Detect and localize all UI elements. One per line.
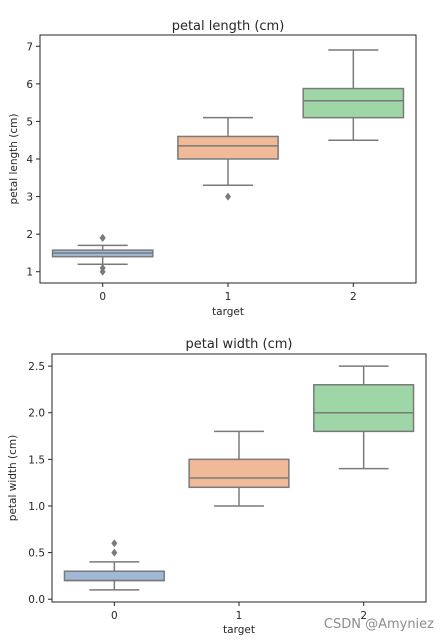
x-tick-label: 0 xyxy=(111,610,118,622)
y-tick-label: 2 xyxy=(26,229,33,241)
y-tick-label: 1.5 xyxy=(28,454,45,466)
box-group-2 xyxy=(302,49,405,141)
x-tick-label: 1 xyxy=(236,610,243,622)
x-axis-label: target xyxy=(212,306,244,318)
x-tick-label: 0 xyxy=(99,291,106,303)
box-group-0 xyxy=(51,233,154,276)
outlier-point xyxy=(99,233,106,242)
y-tick-label: 0.0 xyxy=(28,594,45,606)
y-tick-label: 4 xyxy=(26,154,33,166)
x-axis-label: target xyxy=(223,624,255,636)
y-tick-label: 2.5 xyxy=(28,361,45,373)
outlier-point xyxy=(111,548,118,557)
y-axis-label: petal length (cm) xyxy=(8,114,20,205)
chart-title: petal length (cm) xyxy=(172,19,285,34)
y-tick-label: 1.0 xyxy=(28,501,45,513)
y-axis-label: petal width (cm) xyxy=(7,435,19,521)
box xyxy=(63,570,165,582)
box xyxy=(177,135,279,160)
y-tick-label: 6 xyxy=(26,79,33,91)
outlier-point xyxy=(111,539,118,548)
chart-title: petal width (cm) xyxy=(186,337,293,352)
x-tick-label: 1 xyxy=(225,291,232,303)
y-tick-label: 5 xyxy=(26,116,33,128)
y-tick-label: 0.5 xyxy=(28,548,45,560)
box-group-1 xyxy=(177,116,279,201)
outlier-point xyxy=(99,263,106,272)
box-group-0 xyxy=(63,539,165,591)
box xyxy=(313,384,415,433)
watermark: CSDN @Amyniez xyxy=(324,617,434,632)
x-tick-label: 2 xyxy=(360,610,367,622)
y-tick-label: 1 xyxy=(26,267,33,279)
outlier-point xyxy=(225,192,231,201)
chart-2: 0.0 0.5 1.0 1.5 2.0 2.5 0 1 2 petal width (cm) tar… xyxy=(7,337,427,636)
y-tick-label: 7 xyxy=(26,41,33,53)
box-group-2 xyxy=(313,365,415,470)
x-tick-label: 2 xyxy=(350,291,357,303)
chart-1: 1 2 3 4 5 6 7 0 1 2 petal length (cm) target petal l… xyxy=(8,19,417,318)
y-tick-label: 3 xyxy=(26,192,33,204)
box xyxy=(188,458,290,489)
box-group-1 xyxy=(188,430,290,507)
box xyxy=(302,87,405,119)
y-tick-label: 2.0 xyxy=(28,408,45,420)
